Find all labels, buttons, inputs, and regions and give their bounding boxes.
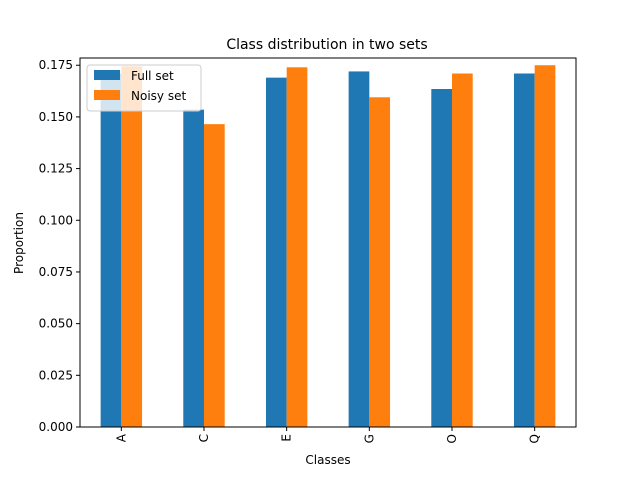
y-tick-label: 0.075 — [39, 265, 73, 279]
x-axis-label: Classes — [305, 453, 350, 467]
y-tick-label: 0.150 — [39, 110, 73, 124]
bar-full-set-E — [265, 77, 287, 427]
y-tick-label: 0.125 — [39, 162, 73, 176]
bar-full-set-A — [100, 73, 122, 427]
bar-full-set-C — [183, 109, 204, 428]
legend-swatch-noisy-set — [94, 90, 120, 100]
bar-noisy-set-G — [369, 97, 391, 427]
x-tick-label-A: A — [114, 433, 128, 442]
x-tick-label-O: O — [445, 434, 459, 443]
x-tick-label-C: C — [197, 434, 211, 442]
bar-full-set-Q — [513, 73, 535, 427]
y-tick-label: 0.100 — [39, 213, 73, 227]
bar-full-set-G — [348, 71, 370, 427]
y-tick-label: 0.000 — [39, 420, 73, 434]
legend: Full set Noisy set — [86, 64, 202, 112]
y-tick-label: 0.025 — [39, 368, 73, 382]
legend-label-noisy-set: Noisy set — [131, 89, 186, 103]
y-axis-label: Proportion — [12, 212, 26, 274]
legend-label-full-set: Full set — [131, 69, 174, 83]
x-tick-label-G: G — [362, 434, 376, 443]
bar-full-set-O — [431, 89, 452, 428]
bar-noisy-set-O — [452, 73, 473, 427]
x-tick-label-Q: Q — [528, 434, 542, 443]
bar-noisy-set-C — [204, 124, 225, 428]
y-tick-label: 0.175 — [39, 58, 73, 72]
bar-noisy-set-A — [121, 66, 143, 427]
legend-swatch-full-set — [94, 70, 120, 80]
chart-title: Class distribution in two sets — [226, 37, 427, 53]
y-tick-label: 0.050 — [39, 317, 73, 331]
bar-noisy-set-E — [286, 67, 308, 427]
bar-noisy-set-Q — [534, 65, 556, 427]
plot-frame — [79, 57, 577, 428]
x-tick-label-E: E — [280, 434, 294, 442]
bars-group — [100, 65, 556, 428]
y-axis: 0.000 0.025 0.050 0.075 0.100 0.125 0.150 0.175 — [39, 58, 80, 434]
